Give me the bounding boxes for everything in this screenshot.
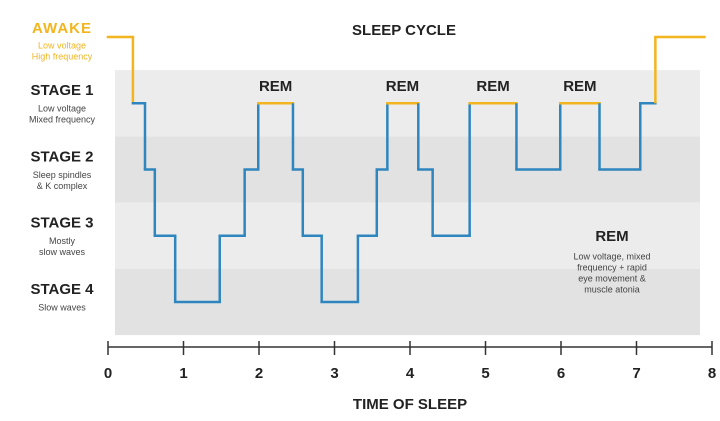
y-tick-description: & K complex [37,181,88,191]
y-tick-description: Sleep spindles [33,170,92,180]
x-tick-label: 4 [406,365,415,382]
y-tick-description: Mixed frequency [29,115,96,125]
legend-description: frequency + rapid [577,262,647,272]
x-tick-label: 8 [708,365,716,382]
y-tick-description: Low voltage [38,104,86,114]
x-tick-label: 6 [557,365,565,382]
rem-label: REM [476,78,509,95]
y-tick-label: AWAKE [32,20,92,37]
rem-label: REM [259,78,292,95]
x-axis-label: TIME OF SLEEP [353,396,467,413]
y-tick-label: STAGE 2 [30,148,93,165]
y-tick-description: High frequency [32,51,93,61]
rem-label: REM [563,78,596,95]
legend-description: Low voltage, mixed [573,251,650,261]
x-tick-label: 3 [330,365,338,382]
x-tick-label: 2 [255,365,263,382]
x-tick-label: 0 [104,365,112,382]
y-tick-label: STAGE 3 [30,215,93,232]
x-tick-label: 7 [632,365,640,382]
chart-title: SLEEP CYCLE [352,22,456,39]
x-tick-label: 5 [481,365,489,382]
x-tick-label: 1 [179,365,187,382]
legend-description: muscle atonia [584,284,640,294]
legend-title: REM [595,228,628,245]
y-tick-description: Mostly [49,236,76,246]
y-tick-label: STAGE 4 [30,281,94,298]
y-tick-description: slow waves [39,247,86,257]
rem-label: REM [386,78,419,95]
stage-band [115,202,700,269]
y-tick-label: STAGE 1 [30,82,93,99]
y-tick-description: Low voltage [38,40,86,50]
y-tick-description: Slow waves [38,302,86,312]
legend-description: eye movement & [578,273,646,283]
